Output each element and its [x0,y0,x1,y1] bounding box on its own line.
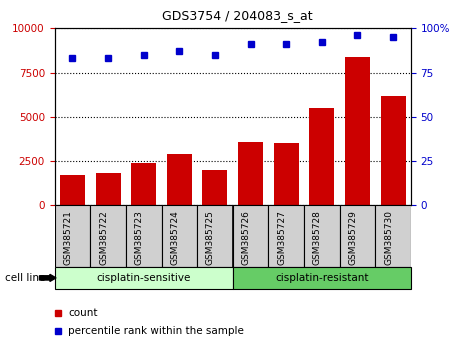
Bar [274,143,299,205]
Bar [345,57,370,205]
Text: GSM385721: GSM385721 [64,210,72,265]
Text: GDS3754 / 204083_s_at: GDS3754 / 204083_s_at [162,9,313,22]
Text: GSM385723: GSM385723 [135,210,143,265]
Text: cisplatin-resistant: cisplatin-resistant [275,273,369,283]
Bar [268,205,304,267]
Bar [95,173,121,205]
Bar [340,205,375,267]
Bar [202,170,228,205]
Bar [90,205,126,267]
Text: GSM385728: GSM385728 [313,210,322,265]
Text: GSM385724: GSM385724 [171,210,180,265]
Text: cisplatin-sensitive: cisplatin-sensitive [96,273,191,283]
Text: GSM385730: GSM385730 [384,210,393,265]
Bar [60,175,85,205]
Bar [126,205,162,267]
Text: GSM385722: GSM385722 [99,210,108,265]
Bar [380,96,406,205]
Bar [309,108,334,205]
Text: count: count [68,308,97,318]
Bar [233,205,268,267]
Bar [375,205,411,267]
Text: GSM385725: GSM385725 [206,210,215,265]
Text: GSM385726: GSM385726 [242,210,251,265]
Text: GSM385729: GSM385729 [349,210,357,265]
Bar [167,154,192,205]
Bar [131,163,156,205]
Bar [55,267,233,289]
Bar [197,205,233,267]
Bar [233,267,411,289]
Bar [238,142,263,205]
Text: percentile rank within the sample: percentile rank within the sample [68,326,244,336]
Bar [55,205,90,267]
Bar [304,205,340,267]
Bar [162,205,197,267]
Text: GSM385727: GSM385727 [277,210,286,265]
Text: cell line: cell line [5,273,45,283]
